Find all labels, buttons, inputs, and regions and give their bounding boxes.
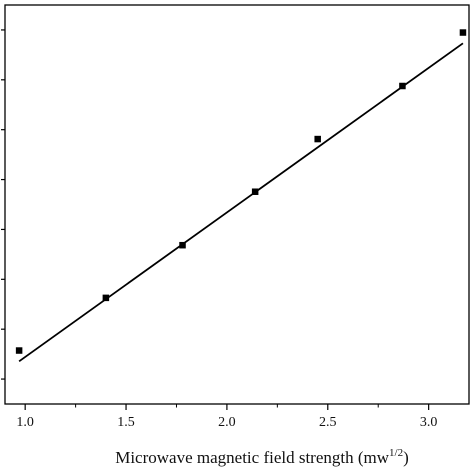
data-point xyxy=(399,82,406,90)
x-tick-label: 3.0 xyxy=(420,415,438,430)
plot-frame xyxy=(4,4,470,405)
data-point xyxy=(102,294,110,302)
x-axis-title: Microwave magnetic field strength (mw1/2… xyxy=(115,447,409,467)
x-axis-title-superscript: 1/2 xyxy=(389,447,403,459)
x-tick-label: 1.5 xyxy=(117,415,135,430)
data-point xyxy=(179,241,186,249)
x-axis-ticks xyxy=(24,404,430,410)
x-axis-tick-labels: 1.0 1.5 2.0 2.5 3.0 xyxy=(16,415,437,430)
data-point xyxy=(314,135,321,143)
y-axis-ticks xyxy=(1,29,5,380)
x-tick-label: 2.0 xyxy=(218,415,236,430)
data-point xyxy=(15,347,23,354)
data-points xyxy=(15,29,467,354)
plot-frame-group xyxy=(4,4,470,405)
x-tick-label: 1.0 xyxy=(16,415,34,430)
data-point xyxy=(459,29,467,36)
x-axis-title-text: Microwave magnetic field strength (mw xyxy=(115,448,390,467)
fit-line-group xyxy=(18,42,464,363)
fit-line xyxy=(18,42,464,363)
x-tick-label: 2.5 xyxy=(319,415,337,430)
x-axis-title-close: ) xyxy=(403,448,409,467)
data-point xyxy=(251,188,259,195)
